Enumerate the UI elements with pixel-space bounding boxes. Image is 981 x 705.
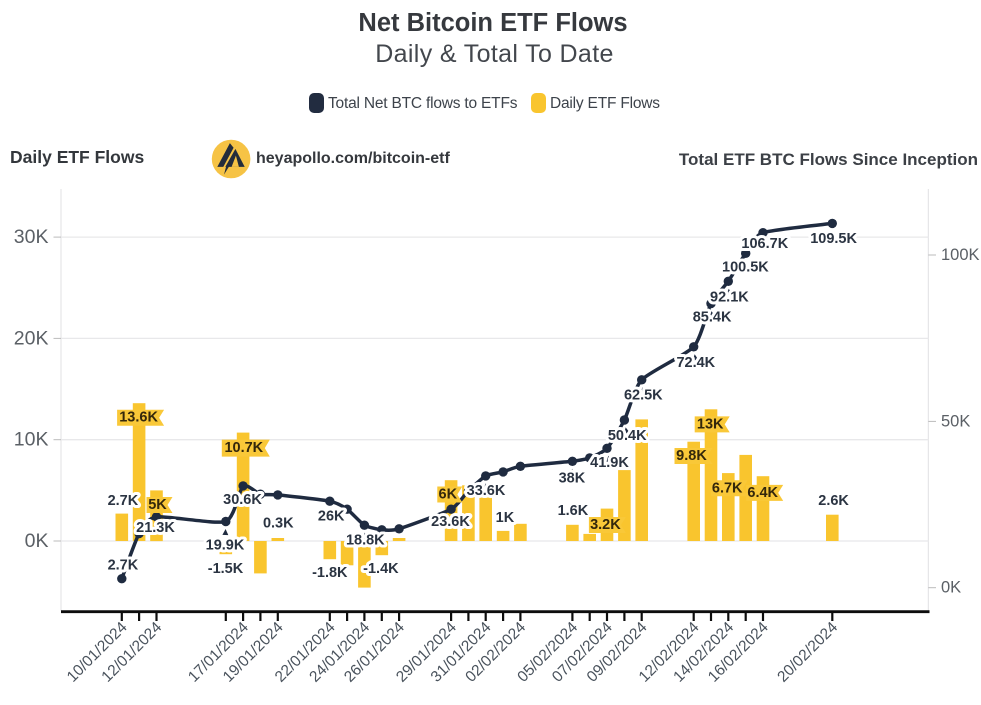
svg-text:10.7K: 10.7K (224, 440, 263, 456)
svg-text:19.9K: 19.9K (206, 538, 245, 554)
svg-text:13K: 13K (697, 416, 724, 432)
svg-text:6.7K: 6.7K (712, 480, 743, 496)
svg-text:-1.8K: -1.8K (312, 565, 348, 581)
svg-text:1.6K: 1.6K (558, 503, 589, 519)
svg-text:38K: 38K (559, 471, 586, 487)
svg-text:21.3K: 21.3K (136, 520, 175, 536)
svg-text:50K: 50K (941, 412, 970, 430)
svg-text:100.5K: 100.5K (722, 260, 769, 276)
svg-text:85.4K: 85.4K (693, 310, 732, 326)
svg-text:20K: 20K (14, 327, 49, 349)
svg-text:2.7K: 2.7K (108, 493, 139, 509)
svg-text:5K: 5K (148, 497, 167, 513)
svg-text:6.4K: 6.4K (747, 485, 778, 501)
svg-text:23.6K: 23.6K (431, 514, 470, 530)
svg-text:2.7K: 2.7K (108, 557, 139, 573)
svg-text:30.6K: 30.6K (223, 492, 262, 508)
svg-text:72.4K: 72.4K (676, 355, 715, 371)
svg-text:20/02/2024: 20/02/2024 (774, 619, 841, 686)
svg-text:109.5K: 109.5K (810, 231, 857, 247)
svg-text:13.6K: 13.6K (119, 410, 158, 426)
svg-text:41.9K: 41.9K (590, 455, 629, 471)
svg-text:9.8K: 9.8K (676, 448, 707, 464)
svg-text:92.1K: 92.1K (710, 290, 749, 306)
svg-text:106.7K: 106.7K (741, 236, 788, 252)
svg-text:33.6K: 33.6K (467, 483, 506, 499)
svg-text:6K: 6K (439, 487, 458, 503)
svg-text:1K: 1K (496, 510, 515, 526)
svg-text:30K: 30K (14, 226, 49, 248)
svg-text:10K: 10K (14, 429, 49, 451)
svg-text:2.6K: 2.6K (818, 493, 849, 509)
svg-text:0.3K: 0.3K (263, 516, 294, 532)
svg-text:50.4K: 50.4K (608, 428, 647, 444)
svg-text:-1.5K: -1.5K (208, 561, 244, 577)
svg-text:0K: 0K (941, 579, 961, 597)
svg-text:0K: 0K (25, 530, 49, 552)
svg-text:26K: 26K (318, 508, 345, 524)
svg-text:-1.4K: -1.4K (363, 561, 399, 577)
svg-text:3.2K: 3.2K (590, 517, 621, 533)
svg-text:18.8K: 18.8K (346, 533, 385, 549)
svg-text:100K: 100K (941, 246, 980, 264)
svg-text:62.5K: 62.5K (624, 388, 663, 404)
